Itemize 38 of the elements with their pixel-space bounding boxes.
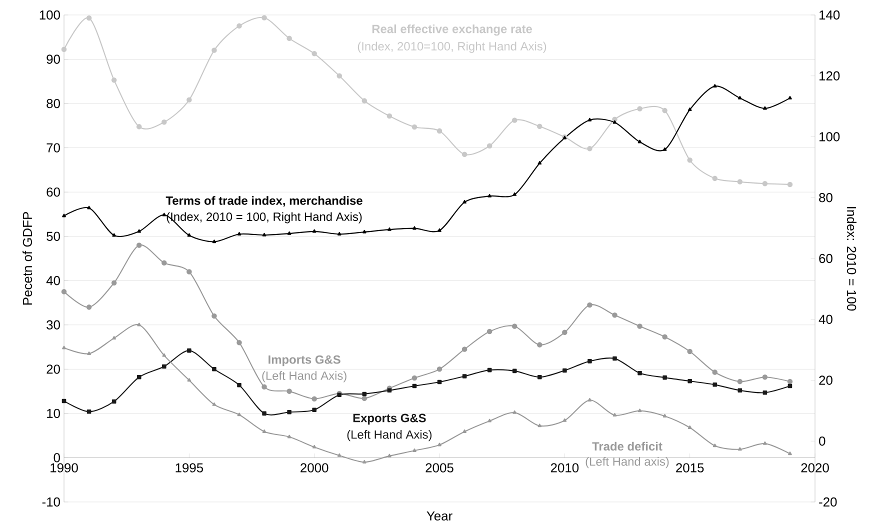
- y2-tick-label: 0: [819, 436, 826, 446]
- y2-tick-label: 40: [818, 314, 832, 324]
- annotation: (Left Hand Axis): [347, 430, 432, 442]
- y-tick-label: 10: [47, 408, 60, 418]
- y2-tick-label: -20: [819, 497, 837, 507]
- y-tick-label: 90: [46, 54, 60, 64]
- y-tick-label: 0: [54, 453, 60, 462]
- x-tick-label: 1995: [176, 463, 204, 472]
- y-tick-label: 40: [46, 276, 60, 286]
- annotation: (Left Hand axis): [586, 457, 669, 468]
- x-tick-label: 1990: [50, 463, 78, 472]
- y-tick-label: 30: [46, 320, 60, 330]
- y2-tick-label: 20: [819, 376, 832, 385]
- x-tick-label: 2020: [801, 463, 829, 472]
- y-tick-label: 100: [40, 10, 60, 20]
- series-label: Terms of trade index, merchandise: [166, 196, 362, 207]
- x-tick-label: 2010: [550, 463, 579, 472]
- y2-tick-label: 120: [820, 71, 840, 80]
- y2-tick-label: 100: [820, 132, 840, 142]
- y-tick-label: -10: [42, 497, 60, 507]
- y2-tick-label: 60: [819, 254, 832, 264]
- y2-tick-label: 80: [819, 193, 832, 202]
- series-label: Imports G&S: [268, 355, 340, 366]
- y-tick-label: 50: [46, 232, 60, 241]
- y2-axis-title: Index: 2010 = 100: [846, 207, 856, 311]
- y-axis-title: Pecetn of GDFP: [22, 212, 32, 305]
- y2-tick-label: 140: [820, 10, 840, 20]
- annotation: (Left Hand Axis): [262, 371, 346, 382]
- x-axis-title: Year: [426, 512, 452, 521]
- text: Trade deficit: [592, 442, 662, 451]
- x-tick-label: 2005: [426, 463, 454, 472]
- y-tick-label: 80: [46, 98, 60, 108]
- x-tick-label: 2000: [300, 463, 328, 472]
- y-tick-label: 70: [46, 143, 60, 152]
- y-tick-label: 20: [46, 364, 60, 374]
- series-label: Exports G&S: [353, 414, 426, 425]
- y-tick-label: 60: [46, 187, 60, 197]
- x-tick-label: 2015: [676, 463, 704, 472]
